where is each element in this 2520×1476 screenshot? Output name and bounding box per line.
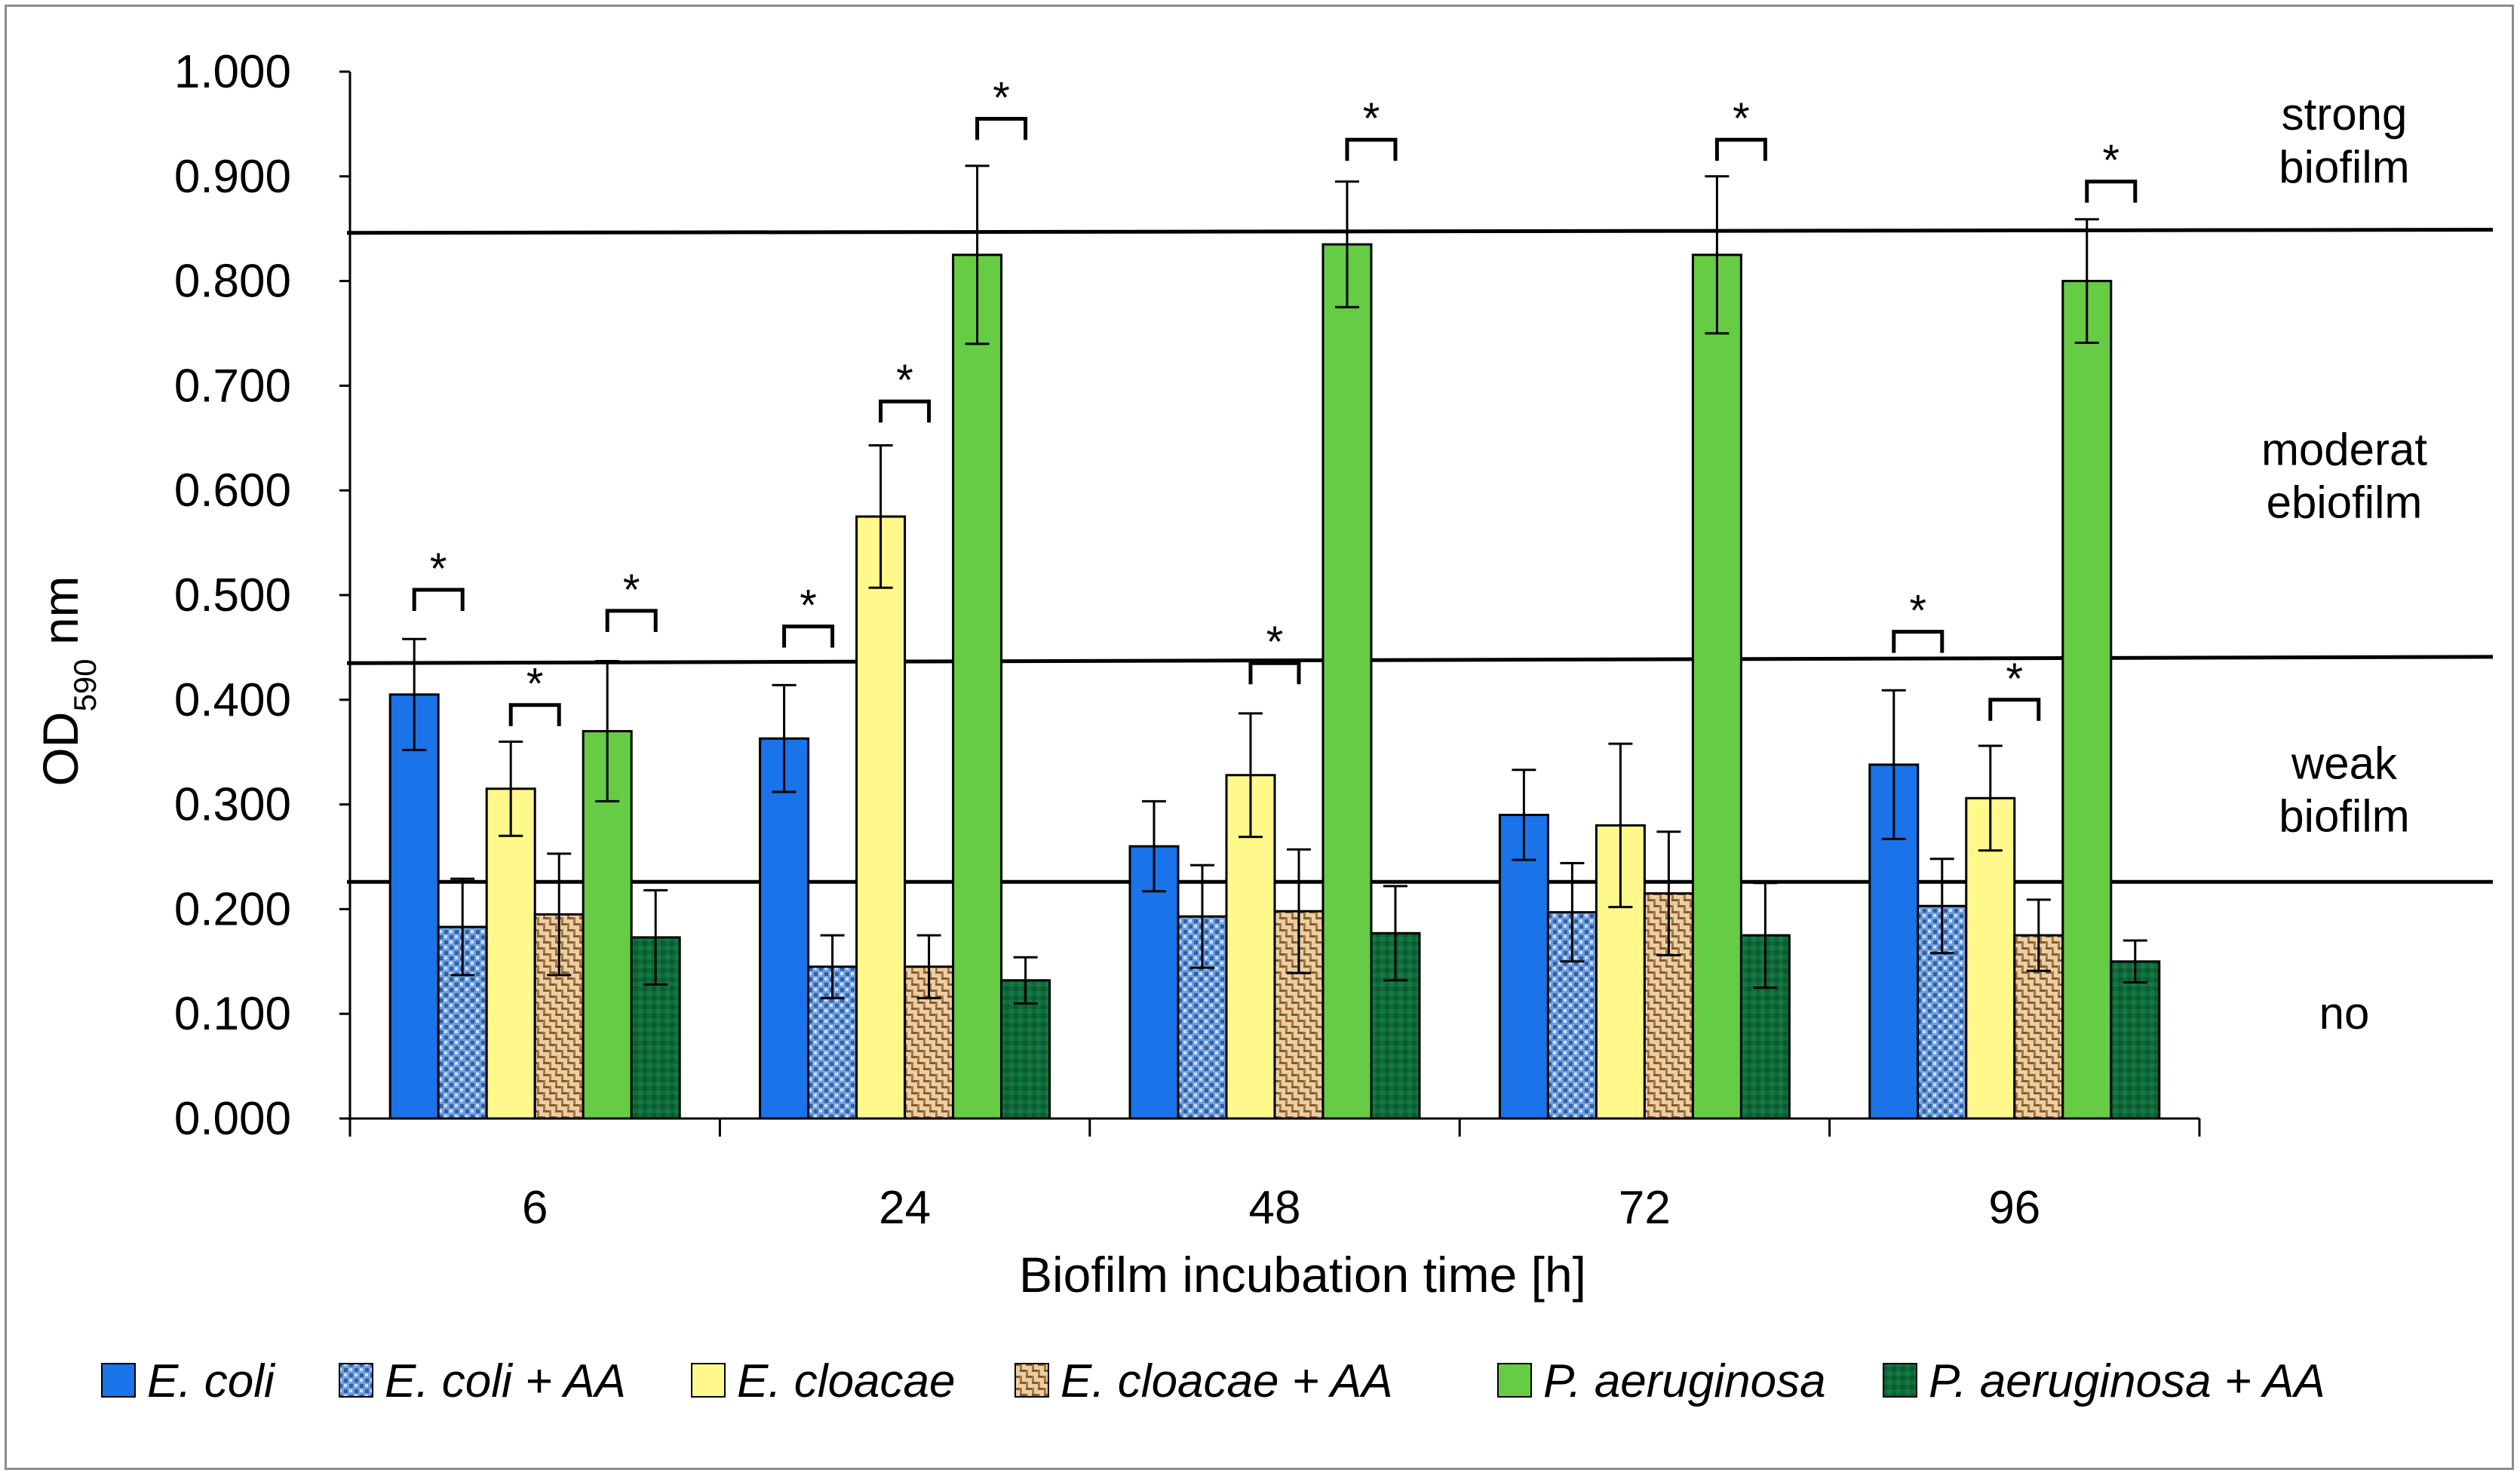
axes: 0.000 0.100 0.200 0.300 0.400 0.500 0.600 0.700… — [174, 46, 2201, 1234]
significance-star: * — [1266, 618, 1284, 667]
significance-star: * — [526, 660, 544, 709]
bar — [1498, 813, 1549, 1120]
significance-bracket — [1892, 630, 1944, 653]
significance-bracket — [508, 703, 561, 726]
zone-label-line1: strong — [2282, 89, 2408, 140]
y-axis-title-sub: 590 — [67, 658, 103, 711]
legend-swatch — [1883, 1363, 1917, 1398]
significance-markers: * * * * * * * * * * * * — [412, 73, 2138, 726]
bar — [855, 515, 907, 1120]
significance-bracket — [879, 399, 932, 423]
bar — [485, 787, 536, 1120]
x-tick-label: 6 — [522, 1182, 548, 1234]
significance-star: * — [1363, 94, 1380, 143]
significance-bracket — [1345, 137, 1398, 161]
legend-label: E. coli + AA — [385, 1355, 626, 1407]
legend-swatch — [1497, 1363, 1532, 1398]
legend-label: P. aeruginosa + AA — [1929, 1355, 2325, 1407]
significance-star: * — [800, 582, 817, 631]
significance-star: * — [430, 545, 447, 594]
legend-label: P. aeruginosa — [1543, 1355, 1826, 1407]
legend-label: E. coli — [147, 1355, 276, 1407]
y-tick-label: 0.300 — [174, 779, 291, 831]
y-tick-label: 0.700 — [174, 360, 291, 412]
bar — [1691, 253, 1742, 1120]
y-axis-title-unit: nm — [32, 575, 88, 658]
significance-bracket — [1248, 661, 1301, 685]
y-tick-label: 0.000 — [174, 1093, 291, 1145]
bar — [759, 737, 810, 1120]
zone-label-line1: moderat — [2261, 424, 2427, 474]
zone-label-line1: no — [2319, 988, 2370, 1039]
y-tick-label: 1.000 — [174, 46, 291, 98]
x-tick-label: 24 — [879, 1182, 931, 1234]
significance-bracket — [975, 116, 1028, 140]
zone-labels: strongbiofilmmoderatebiofilmweakbiofilmn… — [2261, 89, 2427, 1039]
legend: E. coli E. coli + AA E. cloacae E. cloacae … — [101, 1355, 2325, 1407]
threshold-line — [346, 228, 2494, 235]
legend-label: E. cloacae + AA — [1060, 1355, 1393, 1407]
legend-swatch — [691, 1363, 726, 1398]
zone-label-line2: biofilm — [2279, 791, 2409, 842]
x-tick-label: 48 — [1249, 1182, 1301, 1234]
significance-star: * — [896, 356, 913, 405]
significance-star: * — [2103, 137, 2120, 186]
zone-label-line1: weak — [2291, 738, 2398, 789]
x-tick-label: 72 — [1619, 1182, 1671, 1234]
x-tick-label: 96 — [1988, 1182, 2040, 1234]
bar — [2110, 960, 2161, 1120]
y-tick-label: 0.400 — [174, 674, 291, 726]
significance-star: * — [993, 73, 1010, 122]
bar — [2061, 280, 2113, 1120]
chart-frame — [5, 5, 2514, 1470]
bars — [388, 164, 2161, 1120]
significance-bracket — [412, 588, 465, 612]
significance-star: * — [1733, 94, 1750, 143]
significance-bracket — [2085, 180, 2138, 203]
significance-bracket — [782, 624, 835, 648]
significance-star: * — [1910, 587, 1927, 636]
significance-bracket — [605, 609, 658, 632]
threshold-lines — [346, 228, 2494, 884]
x-axis-title: Biofilm incubation time [h] — [1019, 1247, 1586, 1303]
legend-label: E. cloacae — [737, 1355, 956, 1407]
threshold-line — [346, 655, 2494, 665]
significance-bracket — [1714, 137, 1767, 161]
significance-star: * — [2006, 655, 2024, 704]
bar — [952, 253, 1003, 1120]
zone-label-line2: ebiofilm — [2267, 477, 2423, 527]
bar — [1321, 243, 1373, 1120]
y-tick-label: 0.900 — [174, 151, 291, 203]
bar — [388, 693, 440, 1120]
y-tick-label: 0.100 — [174, 988, 291, 1040]
y-axis-title: OD590 nm — [32, 575, 103, 786]
legend-swatch — [339, 1363, 373, 1398]
y-tick-label: 0.800 — [174, 256, 291, 308]
y-axis-title-main: OD — [32, 712, 88, 787]
zone-label-line2: biofilm — [2279, 142, 2409, 192]
significance-star: * — [623, 566, 640, 615]
legend-swatch — [1014, 1363, 1049, 1398]
y-tick-label: 0.600 — [174, 465, 291, 517]
significance-bracket — [1988, 698, 2041, 721]
legend-swatch — [101, 1363, 136, 1398]
y-tick-label: 0.200 — [174, 883, 291, 935]
y-tick-label: 0.500 — [174, 569, 291, 621]
